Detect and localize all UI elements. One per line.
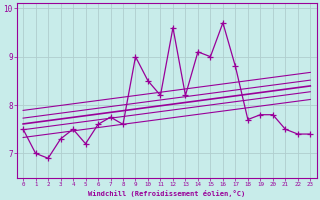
X-axis label: Windchill (Refroidissement éolien,°C): Windchill (Refroidissement éolien,°C): [88, 190, 245, 197]
